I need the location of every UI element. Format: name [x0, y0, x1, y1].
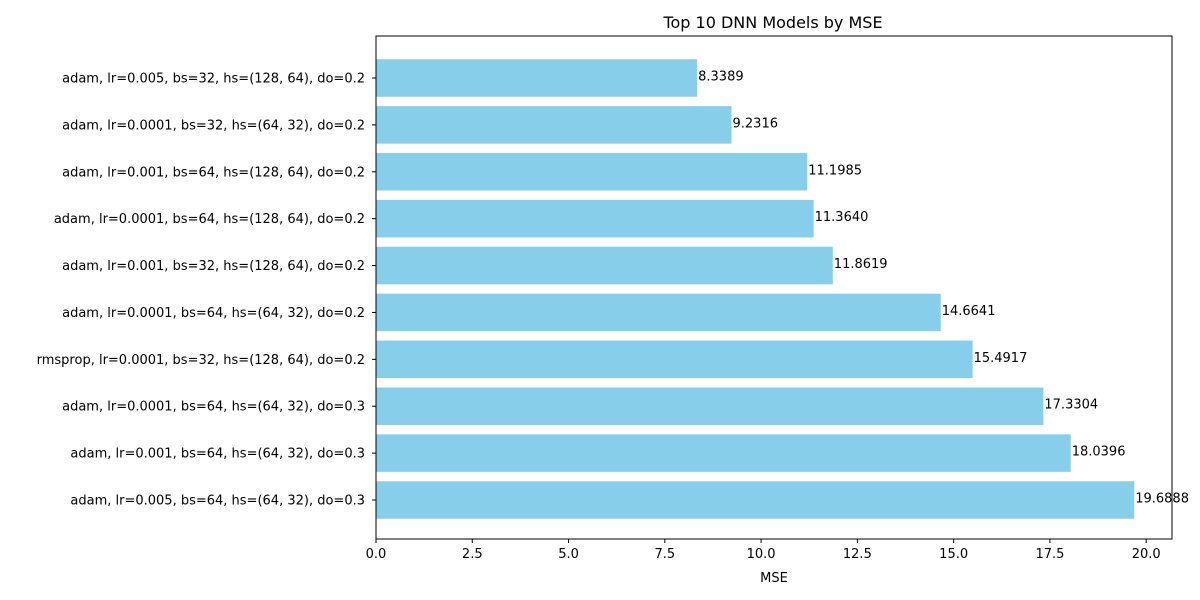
y-tick-label: adam, lr=0.005, bs=32, hs=(128, 64), do=…: [62, 72, 365, 87]
y-axis: adam, lr=0.005, bs=32, hs=(128, 64), do=…: [37, 72, 376, 509]
y-tick-label: adam, lr=0.0001, bs=64, hs=(64, 32), do=…: [62, 400, 365, 415]
data-labels-group: 8.3389 9.2316 11.1985 11.3640 11.8619 14.6641…: [698, 70, 1189, 507]
y-tick-label: adam, lr=0.001, bs=64, hs=(128, 64), do=…: [62, 165, 365, 180]
bar: [376, 387, 1044, 425]
y-tick-label: adam, lr=0.005, bs=64, hs=(64, 32), do=0…: [70, 494, 365, 509]
bar: [376, 481, 1135, 519]
data-label: 11.8619: [834, 257, 888, 272]
x-tick-label: 2.5: [462, 547, 483, 562]
data-label: 11.1985: [808, 163, 862, 178]
bar: [376, 434, 1071, 472]
x-tick-label: 10.0: [747, 547, 776, 562]
y-tick-label: adam, lr=0.0001, bs=32, hs=(64, 32), do=…: [62, 118, 365, 133]
bar: [376, 59, 698, 97]
data-label: 15.4917: [974, 351, 1028, 366]
data-label: 11.3640: [815, 210, 869, 225]
x-axis-label: MSE: [760, 571, 788, 586]
bar: [376, 199, 814, 238]
y-tick-label: adam, lr=0.001, bs=64, hs=(64, 32), do=0…: [70, 447, 365, 462]
data-label: 19.6888: [1135, 492, 1189, 507]
y-tick-label: rmsprop, lr=0.0001, bs=32, hs=(128, 64),…: [37, 353, 365, 368]
data-label: 8.3389: [698, 70, 744, 85]
x-tick-label: 0.0: [366, 547, 387, 562]
x-tick-label: 17.5: [1035, 547, 1064, 562]
bar: [376, 246, 833, 285]
bar: [376, 153, 808, 191]
data-label: 17.3304: [1044, 398, 1098, 413]
plot-frame: [375, 35, 1173, 540]
y-tick-label: adam, lr=0.001, bs=32, hs=(128, 64), do=…: [62, 259, 365, 274]
bars-group: [376, 59, 1135, 519]
bar: [376, 293, 941, 332]
x-tick-label: 5.0: [558, 547, 579, 562]
x-axis: 0.0 2.5 5.0 7.5 10.0 12.5 15.0 17.5 20.0: [366, 539, 1161, 562]
data-label: 9.2316: [733, 116, 779, 131]
x-tick-label: 20.0: [1132, 547, 1161, 562]
bar: [376, 340, 973, 379]
data-label: 14.6641: [942, 304, 996, 319]
x-tick-label: 7.5: [654, 547, 675, 562]
data-label: 18.0396: [1072, 445, 1126, 460]
x-tick-label: 15.0: [939, 547, 968, 562]
x-tick-label: 12.5: [843, 547, 872, 562]
y-tick-label: adam, lr=0.0001, bs=64, hs=(64, 32), do=…: [62, 306, 365, 321]
y-tick-label: adam, lr=0.0001, bs=64, hs=(128, 64), do…: [54, 212, 365, 227]
bar: [376, 106, 732, 144]
chart-title: Top 10 DNN Models by MSE: [662, 13, 882, 32]
